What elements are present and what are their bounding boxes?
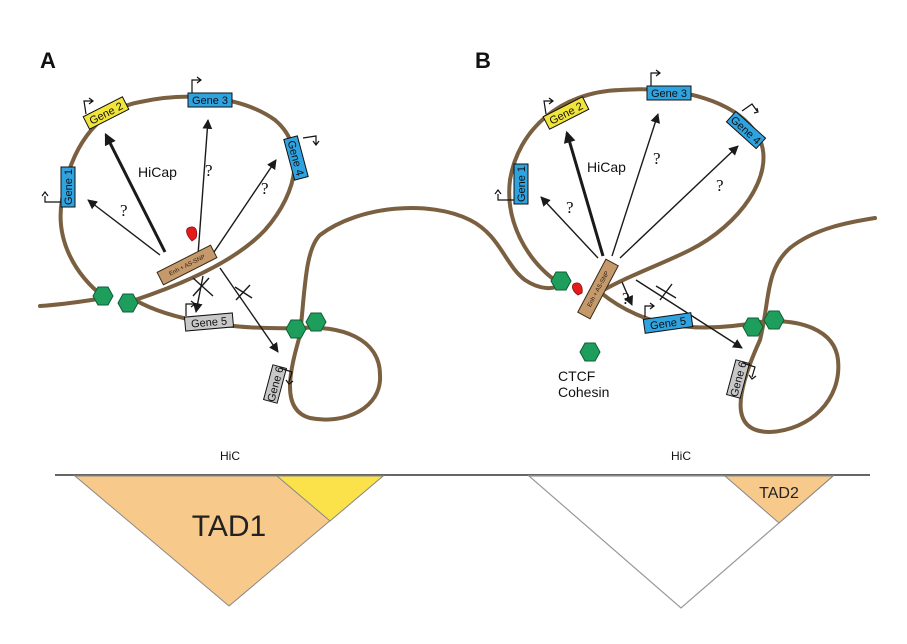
legend-ctcf-label: CTCF [558,368,595,384]
gene-2: Gene 2 [82,96,130,130]
panel-a-letter: A [40,48,56,73]
arrow-to-gene-5 [621,281,633,306]
gene-5: Gene 5 [183,312,235,332]
hicap-label: HiCap [138,164,177,180]
promoter-arrow-icon [83,97,94,115]
promoter-arrow-icon [742,362,757,380]
arrow-to-gene-1 [540,196,599,259]
gene-5-label: Gene 5 [649,316,686,333]
ctcf-cohesin-hexagon [92,286,114,306]
hicap-label: HiCap [587,159,626,175]
panel-b-letter: B [475,48,491,73]
ctcf-cohesin-hexagon [305,312,327,332]
gene-5-label: Gene 5 [191,315,228,330]
arrow-to-gene-4 [619,145,739,259]
legend-cohesin-label: Cohesin [558,384,609,400]
promoter-arrow-icon [644,302,655,317]
tad1-label: TAD1 [192,510,266,543]
hic-label-right: HiC [671,449,691,463]
ctcf-cohesin-hexagon [117,293,139,313]
promoter-arrow-icon [302,135,320,146]
snp-marker [572,282,583,296]
tad2-triangle [723,475,835,524]
tad2-label: TAD2 [759,485,799,502]
ctcf-cohesin-hexagon [550,271,572,291]
blocked-cross [192,277,214,297]
gene-1-label: Gene 1 [516,166,528,202]
gene-3: Gene 3 [646,85,692,101]
promoter-arrow-icon [741,103,759,114]
question-mark: ? [716,176,724,195]
hicap-arrow-to-gene-2 [104,132,167,253]
gene-6: Gene 6 [262,364,288,404]
promoter-arrow-icon [185,300,196,316]
arrow-to-gene-5 [192,275,204,313]
question-mark: ? [261,179,269,198]
gene-3-label: Gene 3 [192,95,228,107]
promoter-arrow-icon [650,69,661,86]
promoter-arrow-icon [494,189,514,201]
ctcf-cohesin-hexagon [285,319,307,339]
arrow-to-gene-3 [197,119,213,256]
arrow-to-gene-3 [611,113,660,257]
hic-triangle-outline [527,475,835,609]
gene-5: Gene 5 [642,312,694,334]
gene-4: Gene 4 [725,110,767,150]
gene-1: Gene 1 [60,166,76,208]
gene-1: Gene 1 [513,163,529,205]
ctcf-cohesin-legend-icon [579,342,601,362]
ctcf-cohesin-hexagon [763,310,785,330]
hic-label-left: HiC [220,449,240,463]
hic-section: HiC HiC TAD1 TAD2 [55,449,870,609]
tad1-triangle [73,475,385,607]
gene-3-label: Gene 3 [651,88,687,100]
question-mark: ? [566,198,574,217]
arrow-to-gene-1 [87,199,161,256]
promoter-arrow-icon [191,76,202,93]
gene-4: Gene 4 [283,135,309,181]
blocked-cross [655,283,677,301]
panel-b: B CTCF Cohesin ? ? ? ? HiCap Enh + AS-SN… [475,48,785,400]
blocked-cross [234,284,253,301]
question-mark: ? [120,201,128,220]
arrow-to-gene-4 [209,159,277,259]
hicap-arrow-to-gene-2 [563,130,605,257]
question-mark: ? [622,289,630,308]
promoter-arrow-icon [279,367,294,385]
enhancer-snp-element: Enh + AS-SNP [577,258,619,320]
tad1-highlight [275,475,385,522]
question-mark: ? [653,149,661,168]
promoter-arrow-icon [41,191,61,203]
promoter-arrow-icon [543,97,554,115]
gene-3: Gene 3 [187,92,233,108]
arrow-to-gene-6 [219,267,279,353]
gene-1-label: Gene 1 [63,169,75,205]
ctcf-cohesin-hexagon [742,317,764,337]
snp-marker [186,226,198,242]
question-mark: ? [205,161,213,180]
